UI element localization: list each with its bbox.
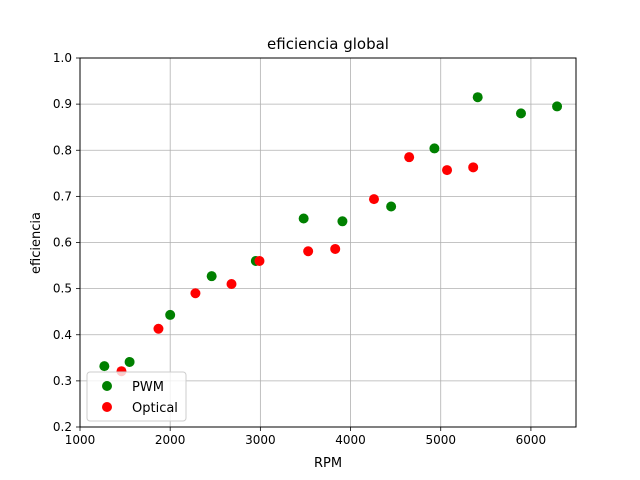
y-axis-label: eficiencia bbox=[29, 212, 44, 274]
data-point-optical bbox=[368, 194, 379, 205]
data-point-pwm bbox=[386, 201, 397, 212]
chart-title: eficiencia global bbox=[267, 35, 389, 53]
axis-ticks: 1000 2000 3000 4000 5000 6000 0.2 0.3 0.4 0.5 0.6 0… bbox=[53, 51, 546, 447]
data-point-optical bbox=[330, 243, 341, 254]
grid bbox=[79, 57, 576, 428]
data-point-pwm bbox=[429, 143, 440, 154]
y-tick-label: 0.6 bbox=[53, 236, 72, 250]
y-tick-label: 0.5 bbox=[53, 282, 72, 296]
data-point-pwm bbox=[298, 213, 309, 224]
y-tick-label: 0.2 bbox=[53, 420, 72, 434]
legend-label-pwm: PWM bbox=[132, 380, 164, 395]
x-tick-label: 1000 bbox=[65, 433, 96, 447]
y-tick-label: 0.3 bbox=[53, 374, 72, 388]
data-point-optical bbox=[190, 288, 201, 299]
data-point-pwm bbox=[552, 101, 563, 112]
legend-box bbox=[86, 371, 187, 422]
legend: PWM Optical bbox=[86, 371, 187, 422]
data-point-optical bbox=[254, 255, 265, 266]
data-point-pwm bbox=[472, 92, 483, 103]
data-point-pwm bbox=[337, 216, 348, 227]
data-point-pwm bbox=[165, 309, 176, 320]
y-tick-label: 0.7 bbox=[53, 189, 72, 203]
data-point-pwm bbox=[515, 108, 526, 119]
y-tick-label: 1.0 bbox=[53, 51, 72, 65]
x-tick-label: 2000 bbox=[155, 433, 186, 447]
x-tick-label: 5000 bbox=[425, 433, 456, 447]
data-point-pwm bbox=[206, 271, 217, 282]
data-point-pwm bbox=[124, 356, 135, 367]
legend-label-optical: Optical bbox=[132, 401, 178, 416]
x-tick-label: 4000 bbox=[335, 433, 366, 447]
legend-marker-pwm bbox=[102, 381, 112, 391]
legend-marker-optical bbox=[102, 402, 112, 412]
y-tick-label: 0.4 bbox=[53, 328, 72, 342]
y-tick-label: 0.9 bbox=[53, 97, 72, 111]
data-point-optical bbox=[468, 162, 479, 173]
data-points bbox=[99, 92, 563, 377]
data-point-optical bbox=[226, 279, 237, 290]
data-point-optical bbox=[303, 246, 314, 257]
data-point-optical bbox=[153, 323, 164, 334]
x-tick-label: 6000 bbox=[516, 433, 547, 447]
x-tick-label: 3000 bbox=[245, 433, 276, 447]
x-axis-label: RPM bbox=[314, 456, 342, 471]
data-point-optical bbox=[404, 152, 415, 163]
y-tick-label: 0.8 bbox=[53, 143, 72, 157]
data-point-pwm bbox=[99, 361, 110, 372]
data-point-optical bbox=[442, 165, 453, 176]
